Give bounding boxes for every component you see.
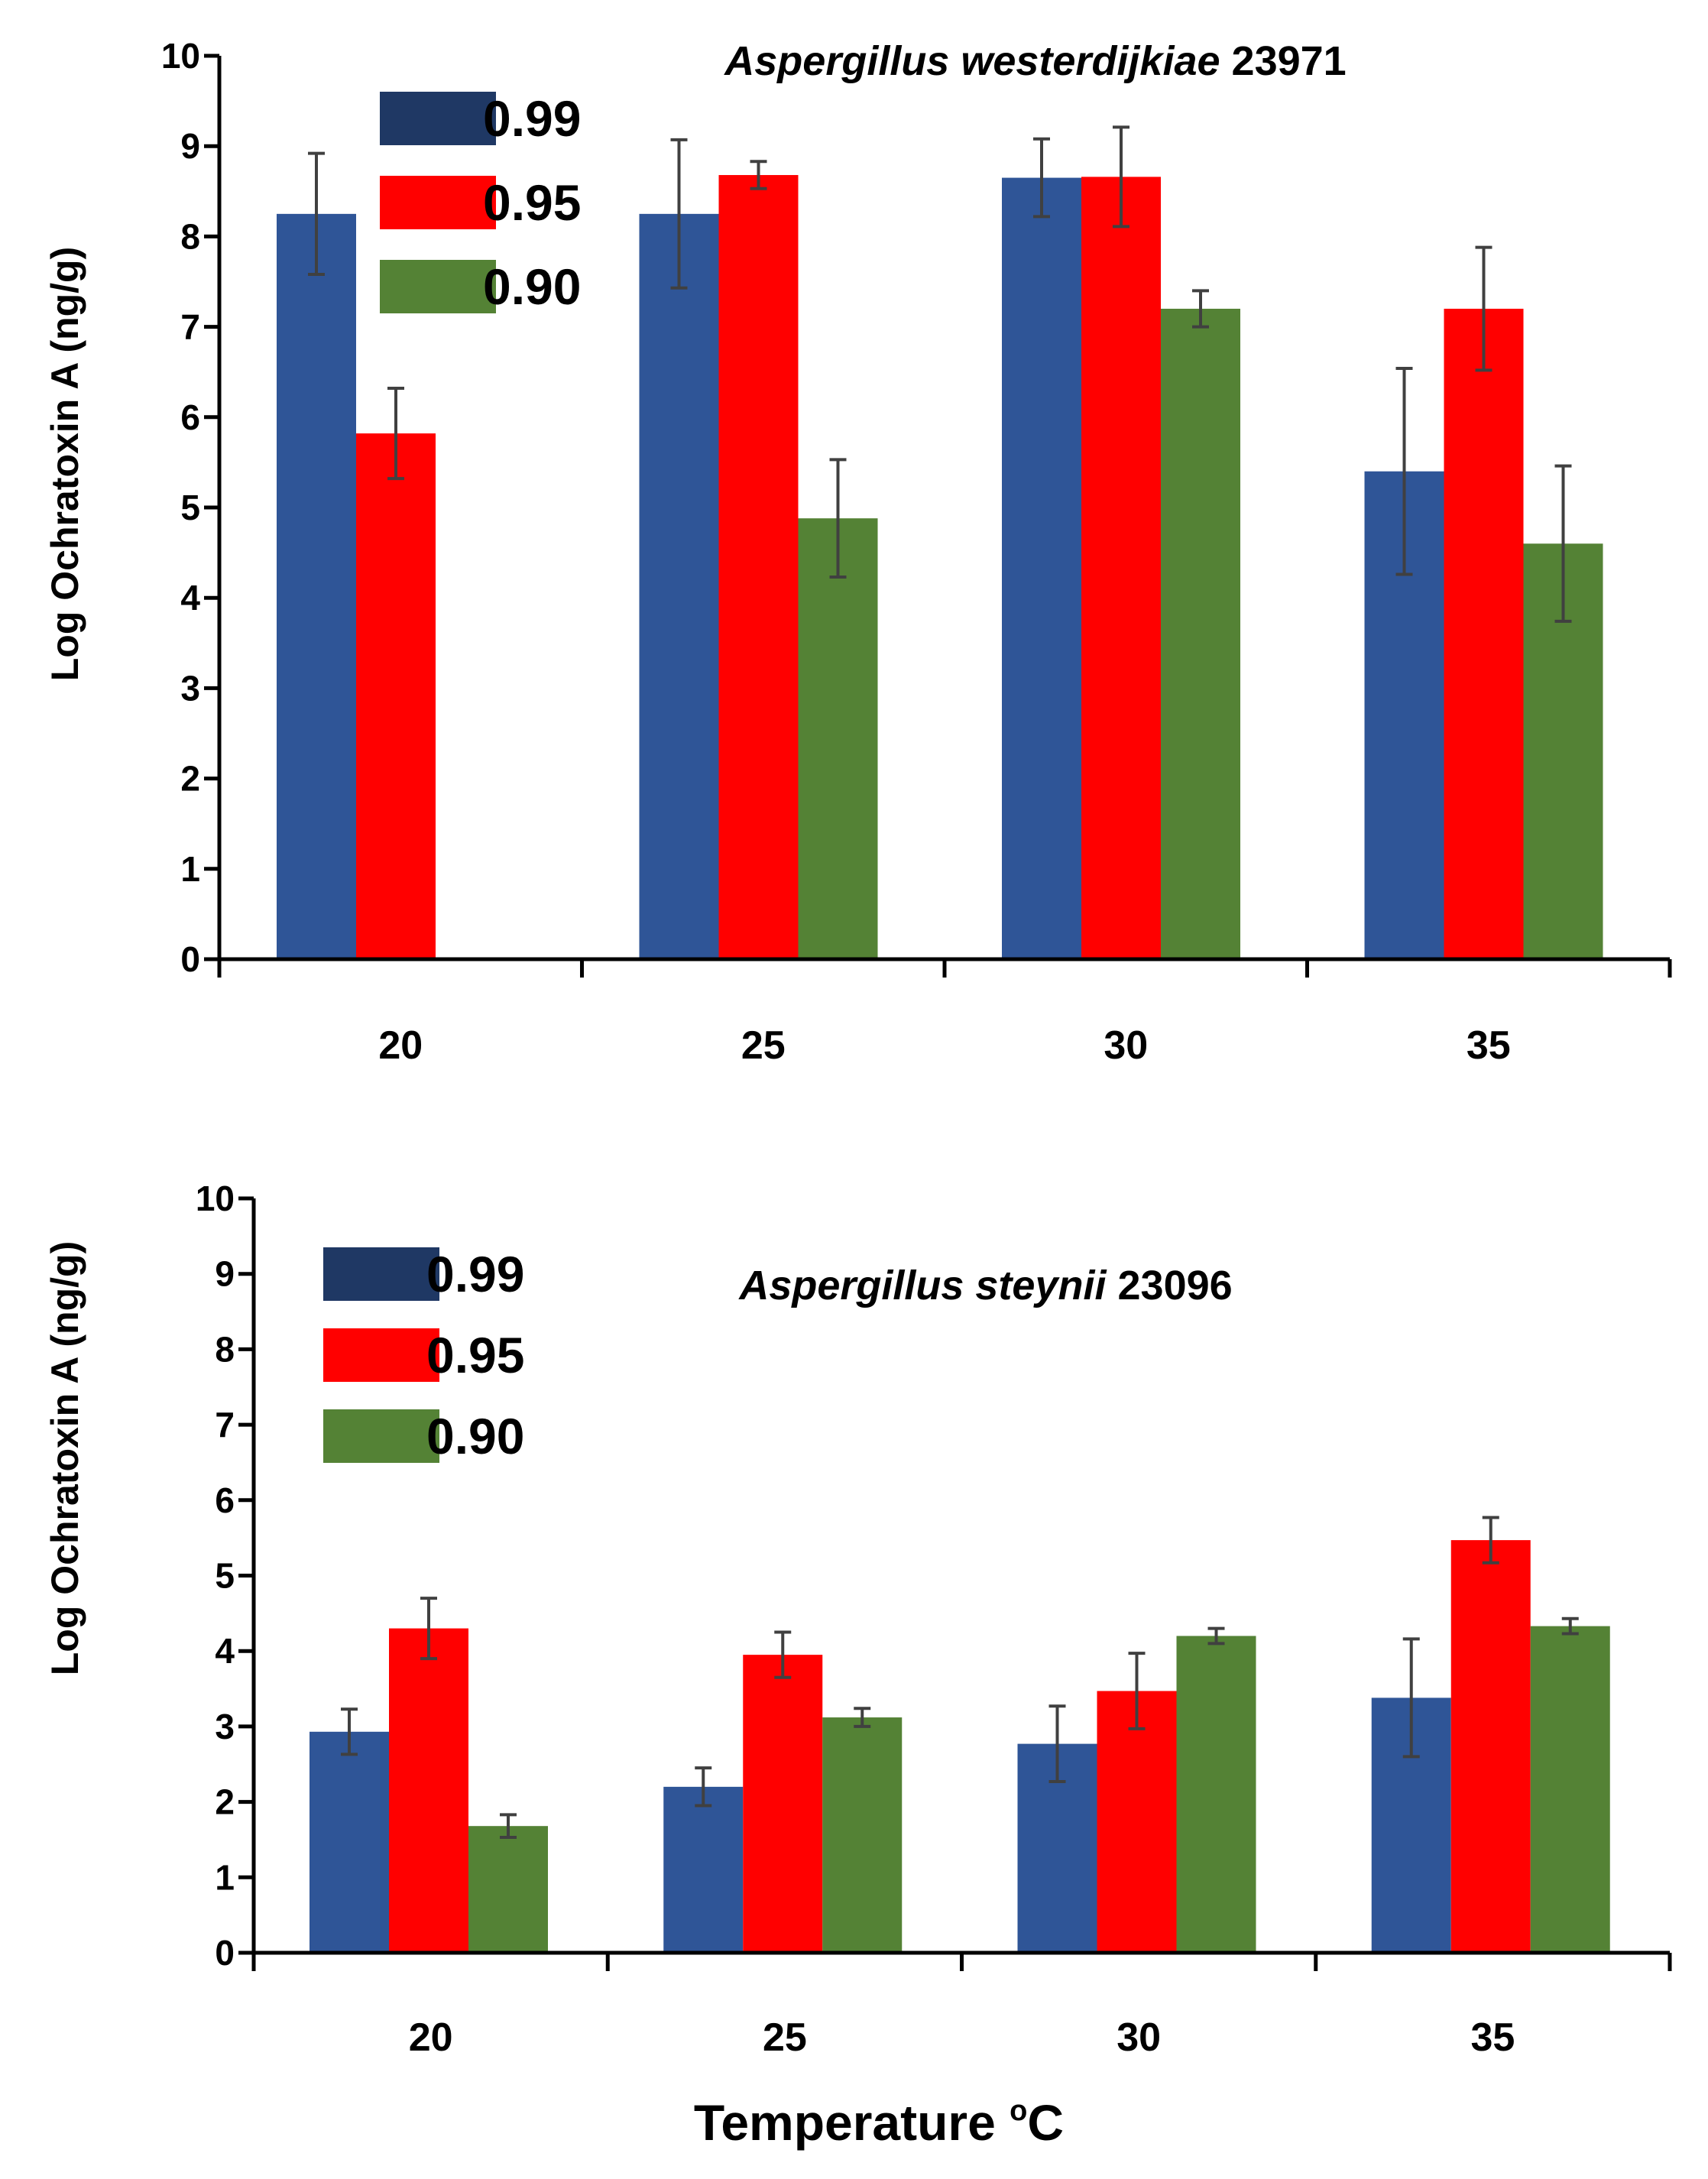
x-tick-label: 35 [1470, 2015, 1515, 2060]
y-tick-label: 1 [180, 849, 200, 889]
bar-0.95-20 [356, 433, 436, 959]
y-tick-label: 6 [180, 397, 200, 437]
y-tick-label: 1 [215, 1857, 235, 1897]
bar-0.90-35 [1530, 1626, 1610, 1953]
bar-0.95-20 [389, 1628, 468, 1953]
y-tick-label: 3 [215, 1707, 235, 1746]
y-tick-label: 9 [215, 1254, 235, 1294]
x-tick-label: 20 [409, 2015, 453, 2060]
y-tick-label: 6 [215, 1480, 235, 1520]
bar-0.95-30 [1097, 1691, 1177, 1953]
bar-0.95-35 [1444, 308, 1524, 960]
y-tick-label: 10 [161, 36, 200, 76]
legend-swatch [380, 92, 496, 145]
legend-swatch [380, 176, 496, 229]
y-axis-label: Log Ochratoxin A (ng/g) [44, 1241, 86, 1675]
legend-label: 0.99 [483, 90, 581, 147]
y-tick-label: 2 [180, 759, 200, 799]
bar-0.90-30 [1176, 1636, 1256, 1953]
x-tick-label: 25 [741, 1023, 786, 1068]
legend-swatch [380, 260, 496, 313]
y-tick-label: 7 [180, 307, 200, 347]
y-tick-label: 0 [180, 939, 200, 979]
y-tick-label: 5 [180, 488, 200, 527]
x-axis-label: Temperature oC [694, 2094, 1064, 2151]
bar-0.99-20 [277, 213, 356, 960]
y-tick-label: 3 [180, 668, 200, 708]
bar-0.99-25 [639, 213, 719, 960]
x-tick-label: 25 [763, 2015, 807, 2060]
legend-label: 0.99 [426, 1246, 524, 1302]
y-tick-label: 5 [215, 1556, 235, 1596]
chart-steynii: Aspergillus steynii 23096 Log Ochratoxin… [44, 1179, 1672, 2151]
y-tick-label: 9 [180, 126, 200, 166]
legend-swatch [323, 1247, 439, 1301]
legend-swatch [323, 1409, 439, 1463]
legend-label: 0.95 [483, 174, 581, 231]
chart-title: Aspergillus steynii 23096 [737, 1263, 1232, 1308]
bar-0.95-25 [743, 1655, 823, 1953]
bar-0.90-30 [1161, 308, 1240, 960]
bar-0.90-20 [468, 1826, 548, 1953]
y-tick-label: 0 [215, 1933, 235, 1973]
y-tick-label: 8 [215, 1329, 235, 1369]
y-tick-label: 8 [180, 216, 200, 256]
bar-0.95-30 [1081, 177, 1161, 959]
legend-label: 0.90 [483, 258, 581, 315]
y-tick-label: 7 [215, 1405, 235, 1445]
chart-title: Aspergillus westerdijkiae 23971 [723, 38, 1346, 84]
bar-0.90-25 [798, 518, 878, 959]
y-tick-label: 4 [215, 1631, 235, 1671]
x-tick-label: 30 [1104, 1023, 1148, 1068]
x-tick-label: 20 [378, 1023, 423, 1068]
bar-0.99-30 [1002, 177, 1081, 959]
y-axis-label: Log Ochratoxin A (ng/g) [44, 247, 86, 681]
chart-westerdijkiae: Aspergillus westerdijkiae 23971 Log Ochr… [44, 36, 1672, 1068]
bar-0.99-20 [310, 1731, 389, 1953]
legend-label: 0.95 [426, 1327, 524, 1383]
y-tick-label: 4 [180, 578, 200, 618]
bar-0.95-25 [718, 175, 799, 959]
legend-label: 0.90 [426, 1408, 524, 1464]
y-tick-label: 2 [215, 1782, 235, 1822]
bar-0.95-35 [1450, 1540, 1531, 1953]
x-tick-label: 30 [1117, 2015, 1161, 2060]
bar-0.99-25 [663, 1786, 744, 1953]
legend-swatch [323, 1328, 439, 1382]
bar-0.90-25 [822, 1717, 903, 1953]
x-tick-label: 35 [1467, 1023, 1511, 1068]
y-tick-label: 10 [196, 1179, 235, 1218]
